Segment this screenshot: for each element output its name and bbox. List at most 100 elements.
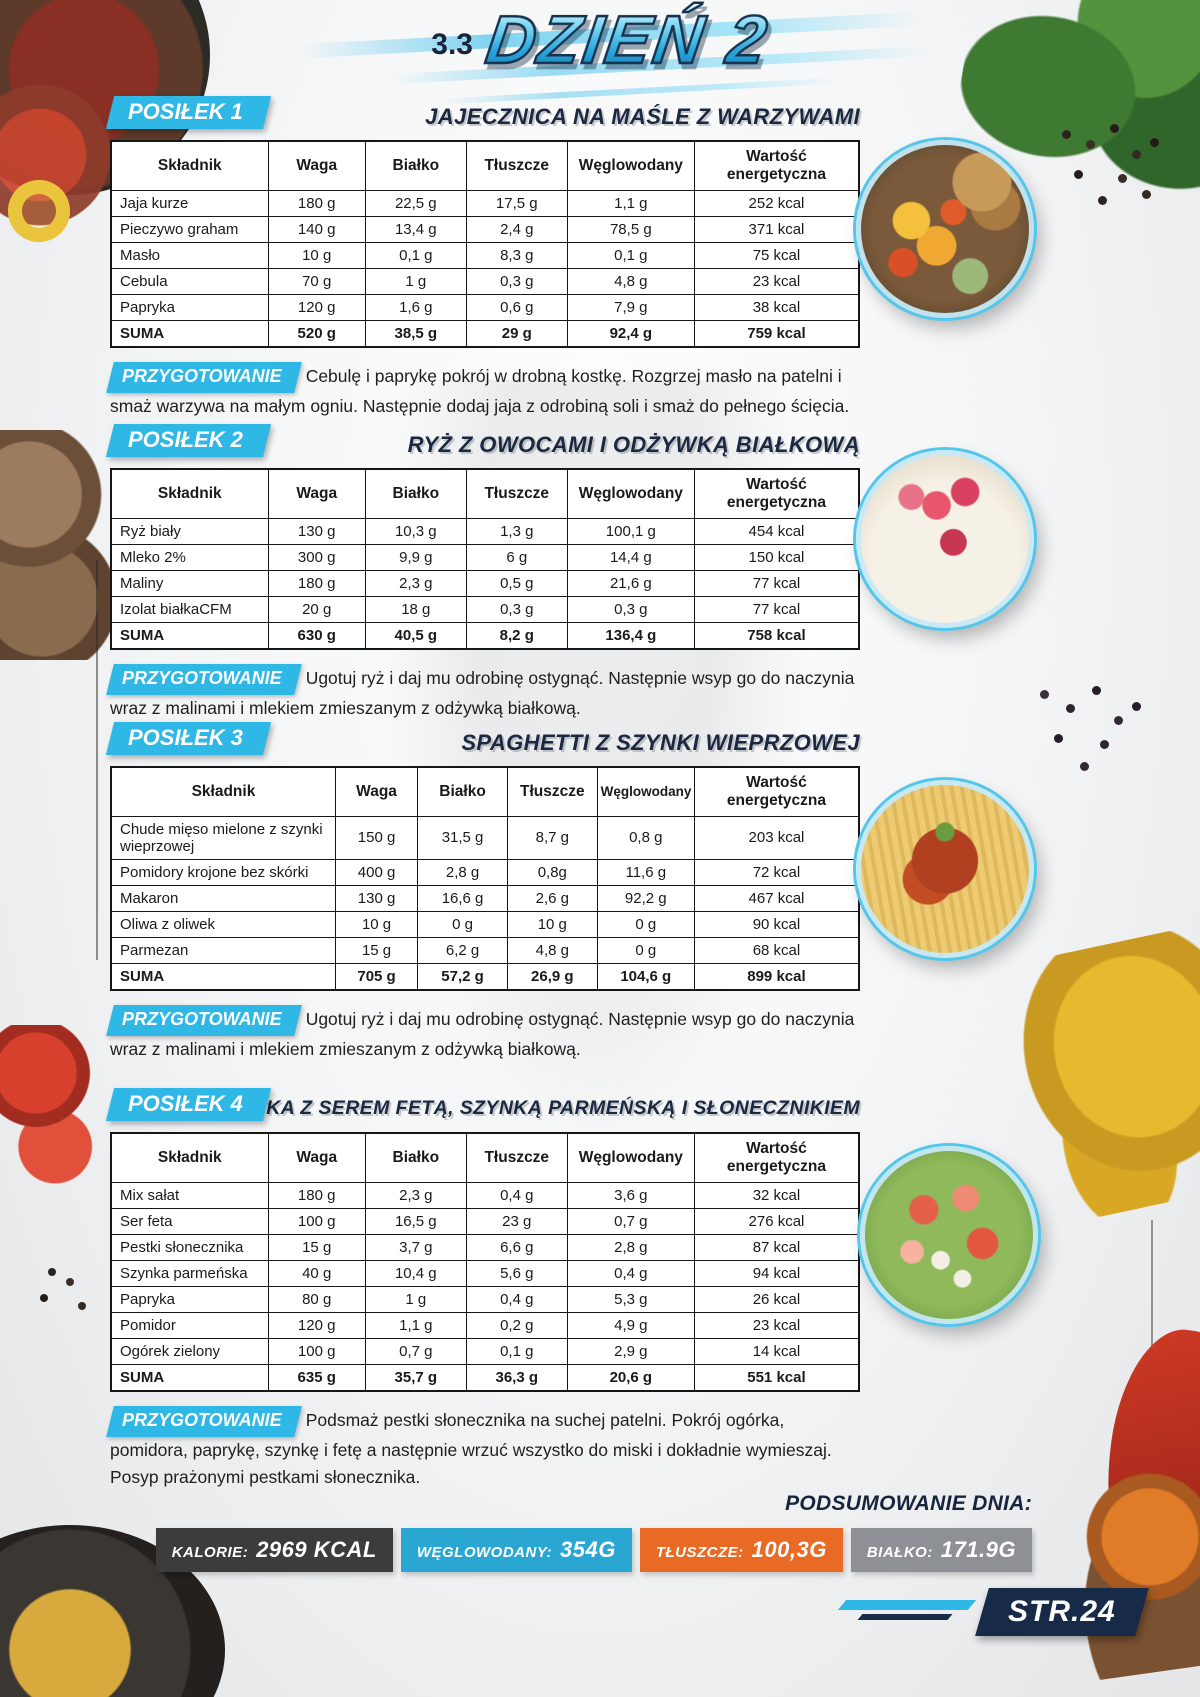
column-header: Białko	[364, 1132, 467, 1183]
summary-box-bialko: BIAŁKO: 171.9G	[850, 1528, 1032, 1572]
table-cell: 2,6 g	[506, 884, 598, 912]
table-cell: 38,5 g	[364, 319, 467, 348]
table-cell: 10 g	[334, 910, 419, 938]
table-row: Szynka parmeńska 40 g 10,4 g 5,6 g 0,4 g 94 k…	[110, 1259, 860, 1287]
deco-mushrooms-left	[0, 430, 128, 660]
table-cell: 2,3 g	[364, 1181, 467, 1209]
table-cell: 90 kcal	[693, 910, 860, 938]
meal-section-3: POSIŁEK 3 SPAGHETTI Z SZYNKI WIEPRZOWEJ …	[110, 722, 860, 1063]
summary-label: KALORIE:	[171, 1544, 249, 1561]
table-cell: 80 g	[267, 1285, 366, 1313]
column-header: Tłuszcze	[465, 1132, 568, 1183]
meal-title: SPAGHETTI Z SZYNKI WIEPRZOWEJ	[461, 730, 860, 755]
deco-tomato-bowl-left	[0, 70, 125, 240]
table-cell: Parmezan	[110, 936, 336, 964]
table-cell: 0,2 g	[465, 1311, 568, 1339]
table-cell: Makaron	[110, 884, 336, 912]
table-cell: 78,5 g	[566, 215, 695, 243]
table-cell: 100 g	[267, 1207, 366, 1235]
table-cell: 130 g	[334, 884, 419, 912]
table-cell: 630 g	[267, 621, 366, 650]
table-cell: 21,6 g	[566, 569, 695, 597]
deco-seeds-bottom-left	[48, 1268, 56, 1276]
meal-badge-label: POSIŁEK 3	[128, 725, 243, 750]
column-header: Tłuszcze	[465, 140, 568, 191]
table-cell: 100,1 g	[566, 517, 695, 545]
table-cell: 759 kcal	[693, 319, 860, 348]
summary-value: 171.9G	[940, 1537, 1016, 1562]
summary-boxes: KALORIE: 2969 KCAL WĘGLOWODANY: 354G TŁUSZCZ…	[110, 1528, 1032, 1572]
summary-value: 2969 KCAL	[256, 1537, 377, 1562]
table-cell: Papryka	[110, 293, 269, 321]
summary-label: WĘGLOWODANY:	[416, 1544, 552, 1561]
table-cell: 5,6 g	[465, 1259, 568, 1287]
table-row: Jaja kurze 180 g 22,5 g 17,5 g 1,1 g 252 kcal	[110, 189, 860, 217]
table-cell: SUMA	[110, 1363, 269, 1392]
table-cell: 150 kcal	[693, 543, 860, 571]
table-cell: 0,5 g	[465, 569, 568, 597]
table-cell: 35,7 g	[364, 1363, 467, 1392]
table-cell: 0,6 g	[465, 293, 568, 321]
meal-badge: POSIŁEK 3	[110, 722, 267, 755]
table-cell: 10 g	[267, 241, 366, 269]
preparation-badge: PRZYGOTOWANIE	[110, 1406, 298, 1437]
table-cell: Pomidor	[110, 1311, 269, 1339]
table-cell: 130 g	[267, 517, 366, 545]
table-cell: 1 g	[364, 267, 467, 295]
meal-photo-rice-raspberries	[856, 450, 1034, 628]
table-cell: 20 g	[267, 595, 366, 623]
table-cell: 8,3 g	[465, 241, 568, 269]
table-cell: 1,6 g	[364, 293, 467, 321]
column-header: Waga	[267, 140, 366, 191]
column-header: Białko	[417, 766, 508, 817]
table-cell: SUMA	[110, 621, 269, 650]
table-header-row: Składnik Waga Białko Tłuszcze Węglowodany War…	[110, 766, 860, 817]
daily-summary: PODSUMOWANIE DNIA: KALORIE: 2969 KCAL WĘGL…	[110, 1492, 1032, 1572]
table-row: Pomidor 120 g 1,1 g 0,2 g 4,9 g 23 kcal	[110, 1311, 860, 1339]
table-cell: 276 kcal	[693, 1207, 860, 1235]
table-cell: 371 kcal	[693, 215, 860, 243]
table-header-row: Składnik Waga Białko Tłuszcze Węglowodany War…	[110, 468, 860, 519]
table-cell: 1,1 g	[566, 189, 695, 217]
table-cell: 14 kcal	[693, 1337, 860, 1365]
table-cell: Papryka	[110, 1285, 269, 1313]
table-row: Pomidory krojone bez skórki 400 g 2,8 g 0,8…	[110, 858, 860, 886]
table-cell: 92,4 g	[566, 319, 695, 348]
table-cell: 4,8 g	[566, 267, 695, 295]
deco-seeds-mid-right	[1040, 690, 1049, 699]
summary-value: 354G	[560, 1537, 616, 1562]
table-row: Ryż biały 130 g 10,3 g 1,3 g 100,1 g 454 kcal	[110, 517, 860, 545]
table-cell: 22,5 g	[364, 189, 467, 217]
table-cell: 0,3 g	[465, 595, 568, 623]
table-cell: Pieczywo graham	[110, 215, 269, 243]
table-cell: 3,7 g	[364, 1233, 467, 1261]
table-cell: 0,1 g	[364, 241, 467, 269]
table-cell: 31,5 g	[417, 815, 508, 860]
table-cell: 0,1 g	[465, 1337, 568, 1365]
meal-head: POSIŁEK 3 SPAGHETTI Z SZYNKI WIEPRZOWEJ	[110, 722, 860, 758]
page-header: 3.3 DZIEŃ 2	[0, 1, 1200, 80]
summary-box-kalorie: KALORIE: 2969 KCAL	[155, 1528, 393, 1572]
column-header: Składnik	[110, 140, 269, 191]
table-cell: Oliwa z oliwek	[110, 910, 336, 938]
table-header-row: Składnik Waga Białko Tłuszcze Węglowodany War…	[110, 1132, 860, 1183]
table-cell: 94 kcal	[693, 1259, 860, 1287]
table-cell: 13,4 g	[364, 215, 467, 243]
table-cell: 4,9 g	[566, 1311, 695, 1339]
preparation: PRZYGOTOWANIE Ugotuj ryż i daj mu odrobin…	[110, 1005, 860, 1063]
table-cell: 20,6 g	[566, 1363, 695, 1392]
nutrition-table: Składnik Waga Białko Tłuszcze Węglowodany War…	[110, 1132, 860, 1392]
meal-badge: POSIŁEK 2	[110, 424, 267, 457]
table-cell: 104,6 g	[596, 962, 695, 991]
section-number: 3.3	[431, 28, 473, 61]
page-number: STR.24	[1008, 1595, 1116, 1628]
table-cell: 100 g	[267, 1337, 366, 1365]
table-header-row: Składnik Waga Białko Tłuszcze Węglowodany War…	[110, 140, 860, 191]
suma-row: SUMA 705 g 57,2 g 26,9 g 104,6 g 899 kcal	[110, 962, 860, 991]
table-cell: 17,5 g	[465, 189, 568, 217]
summary-box-tluszcze: TŁUSZCZE: 100,3G	[639, 1528, 843, 1572]
nutrition-table: Składnik Waga Białko Tłuszcze Węglowodany War…	[110, 766, 860, 991]
table-cell: Maliny	[110, 569, 269, 597]
table-cell: 0,3 g	[566, 595, 695, 623]
